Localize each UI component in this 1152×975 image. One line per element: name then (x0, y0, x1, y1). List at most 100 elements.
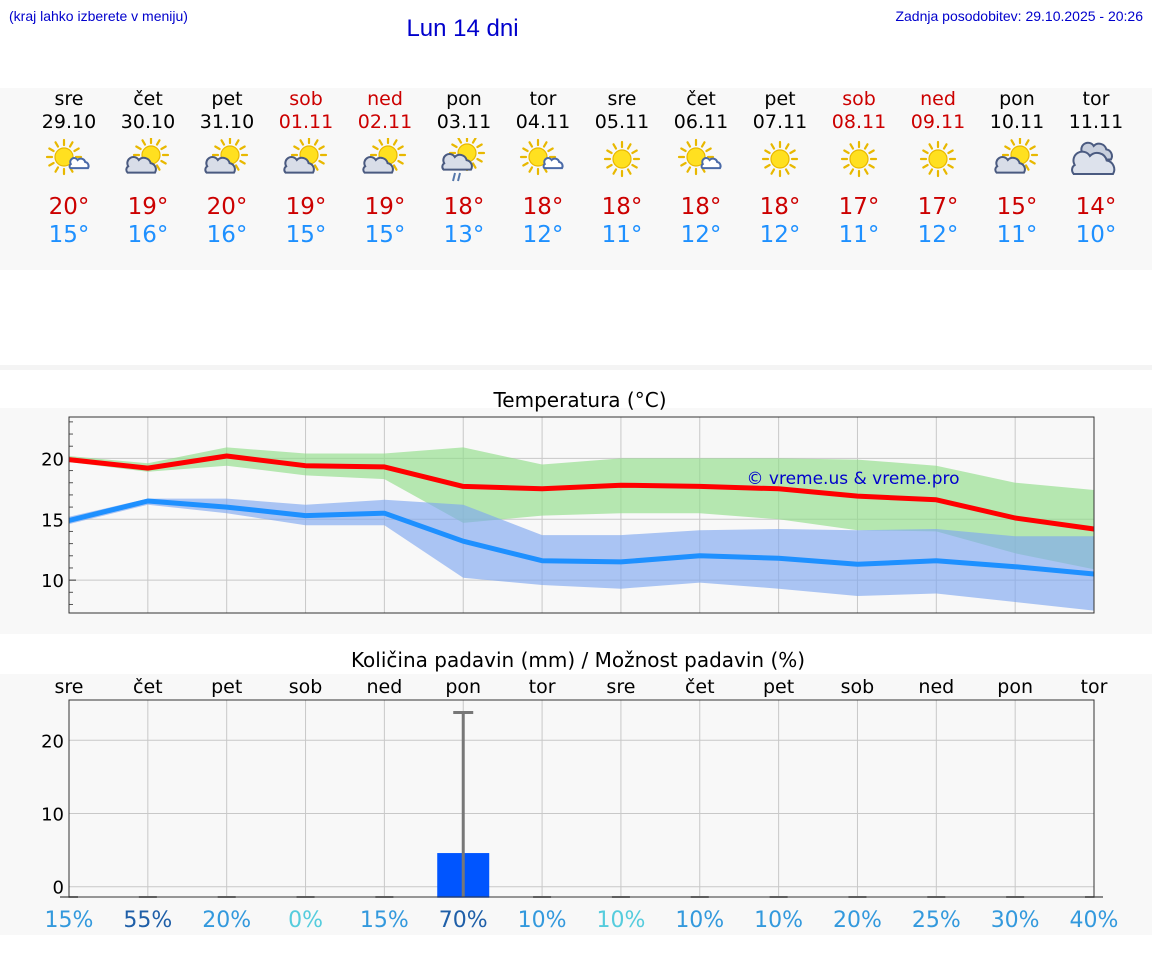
min-temperature: 11° (601, 222, 643, 248)
precipitation-probability: 10% (675, 908, 724, 933)
precipitation-probability: 55% (123, 908, 172, 933)
day-date: 30.10 (120, 111, 176, 133)
precipitation-probability: 40% (1070, 908, 1119, 933)
day-column: ned 09.11 17° 12° (898, 88, 978, 250)
day-date: 31.10 (199, 111, 255, 133)
y-tick-label: 20 (41, 731, 64, 752)
partly-cloudy-icon (121, 136, 175, 180)
day-name: sob (289, 88, 323, 110)
day-column: pon 10.11 15° 11° (977, 88, 1057, 250)
partly-cloudy-icon (279, 136, 333, 180)
max-temperature: 14° (1075, 194, 1117, 220)
day-name: sre (54, 88, 84, 110)
day-name: tor (1082, 88, 1110, 110)
precipitation-probability: 10% (754, 908, 803, 933)
day-name: ned (920, 88, 956, 110)
day-name: čet (133, 88, 163, 110)
watermark: © vreme.us & vreme.pro (746, 469, 959, 489)
day-column: ned 02.11 19° 15° (345, 88, 425, 250)
precipitation-probability: 25% (912, 908, 961, 933)
day-date: 06.11 (673, 111, 729, 133)
sun-icon (753, 138, 807, 180)
plot-frame (68, 416, 1095, 614)
min-temperature: 13° (443, 222, 485, 248)
precipitation-probability: 10% (596, 908, 645, 933)
x-category-label: pon (997, 676, 1033, 698)
x-category-label: tor (1081, 676, 1108, 698)
x-category-label: pet (211, 676, 242, 698)
plot-area (69, 700, 1094, 897)
day-column: tor 11.11 14° 10° (1056, 88, 1136, 250)
max-temperature: 18° (601, 194, 643, 220)
day-date: 10.11 (989, 111, 1045, 133)
sun-cloud-icon (674, 138, 728, 180)
day-name: pon (999, 88, 1035, 110)
day-name: sob (842, 88, 876, 110)
min-temperature: 16° (206, 222, 248, 248)
max-temperature: 19° (285, 194, 327, 220)
partly-cloudy-icon (358, 136, 412, 180)
day-date: 07.11 (752, 111, 808, 133)
max-temperature: 20° (206, 194, 248, 220)
max-temperature-line (68, 453, 1095, 532)
day-column: sre 05.11 18° 11° (582, 88, 662, 250)
sun-cloud-icon (42, 138, 96, 180)
min-temperature: 12° (759, 222, 801, 248)
min-temperature: 11° (996, 222, 1038, 248)
min-temperature: 12° (680, 222, 722, 248)
max-temperature: 17° (917, 194, 959, 220)
x-category-label: tor (529, 676, 556, 698)
y-tick-label: 0 (53, 878, 64, 899)
y-tick-label: 15 (41, 510, 64, 531)
sun-icon (911, 138, 965, 180)
min-temperature: 15° (48, 222, 90, 248)
day-date: 05.11 (594, 111, 650, 133)
day-column: pet 31.10 20° 16° (187, 88, 267, 250)
location-hint: (kraj lahko izberete v meniju) (9, 8, 188, 24)
day-name: pet (764, 88, 796, 110)
partly-cloudy-icon (990, 136, 1044, 180)
day-name: ned (367, 88, 403, 110)
x-category-label: sre (606, 676, 635, 698)
sun-icon (832, 138, 886, 180)
max-temperature: 19° (364, 194, 406, 220)
x-category-label: pon (445, 676, 481, 698)
x-category-label: ned (366, 676, 402, 698)
chart-title: Količina padavin (mm) / Možnost padavin … (351, 648, 805, 672)
x-category-label: pet (763, 676, 794, 698)
day-column: tor 04.11 18° 12° (503, 88, 583, 250)
sun-cloud-icon (516, 138, 570, 180)
precipitation-chart: Količina padavin (mm) / Možnost padavin … (41, 648, 1119, 933)
day-column: čet 30.10 19° 16° (108, 88, 188, 250)
min-temperature: 15° (364, 222, 406, 248)
max-temperature: 15° (996, 194, 1038, 220)
day-column: pet 07.11 18° 12° (740, 88, 820, 250)
day-name: tor (529, 88, 557, 110)
min-temperature: 12° (522, 222, 564, 248)
min-temperature: 12° (917, 222, 959, 248)
max-temperature: 18° (443, 194, 485, 220)
max-temperature: 18° (680, 194, 722, 220)
y-tick-label: 10 (41, 805, 64, 826)
plot-frame (68, 699, 1095, 898)
day-column: sob 01.11 19° 15° (266, 88, 346, 250)
min-range-band (69, 498, 1094, 611)
min-temperature: 16° (127, 222, 169, 248)
day-date: 08.11 (831, 111, 887, 133)
min-temperature-line (68, 498, 1095, 577)
day-date: 03.11 (436, 111, 492, 133)
max-temperature: 20° (48, 194, 90, 220)
chart-title: Temperatura (°C) (492, 388, 666, 412)
day-date: 29.10 (41, 111, 97, 133)
x-category-label: ned (918, 676, 954, 698)
day-name: pet (211, 88, 243, 110)
precipitation-probability: 20% (833, 908, 882, 933)
x-category-label: čet (133, 676, 163, 698)
day-date: 11.11 (1068, 111, 1124, 133)
last-updated: Zadnja posodobitev: 29.10.2025 - 20:26 (895, 8, 1143, 24)
temperature-chart: Temperatura (°C) 10 15 20 © vreme.us & vreme… (41, 388, 1095, 614)
max-temperature: 18° (759, 194, 801, 220)
precipitation-probability: 15% (45, 908, 94, 933)
precipitation-probability: 20% (202, 908, 251, 933)
day-date: 01.11 (278, 111, 334, 133)
